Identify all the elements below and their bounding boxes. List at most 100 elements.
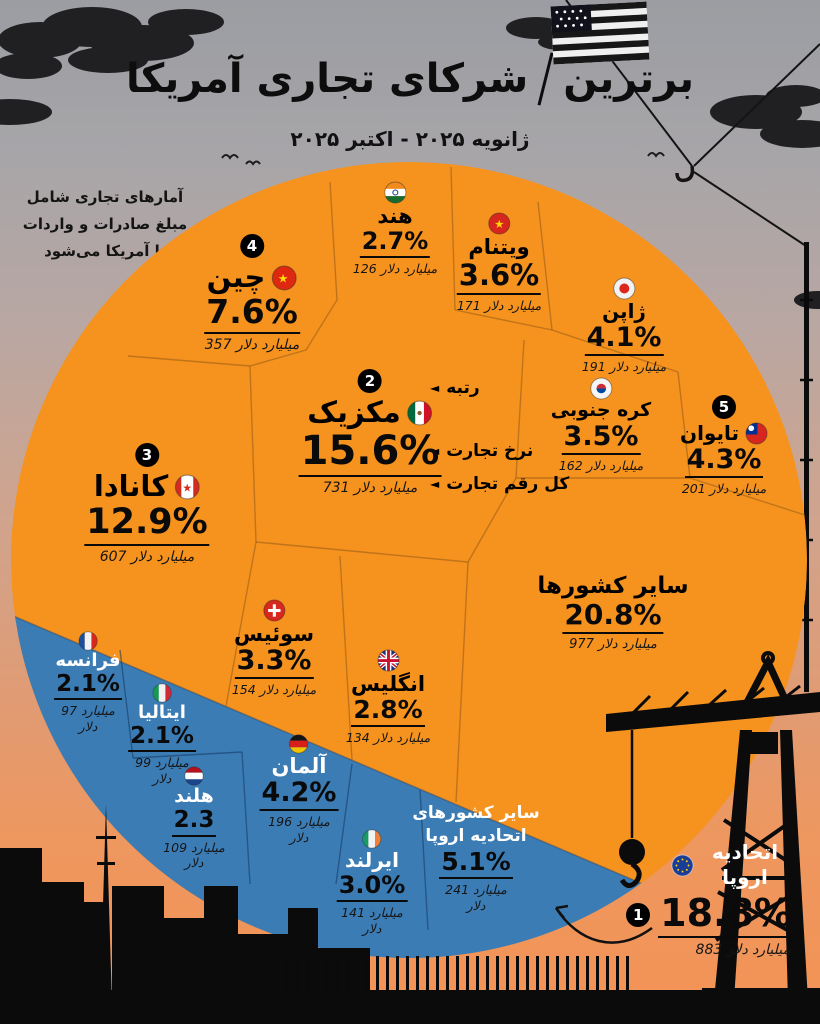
svg-text:★: ★ [494,217,504,231]
country-value: 171 میلیارد دلار [456,297,542,313]
country-value: 357 میلیارد دلار [204,337,300,354]
switzerland-flag-icon [262,599,286,622]
country-name: کره جنوبی [550,399,652,421]
country-value: 162 میلیارد دلار [558,458,644,474]
railing-silhouette [286,956,634,996]
country-name: ژاپن [602,299,646,323]
country-percent: 18.8% [658,892,794,938]
cell-other-countries: سایر کشورها 20.8% 977 میلیارد دلار [537,573,688,653]
country-value: 977 میلیارد دلار [569,636,657,652]
country-value: 883 میلیارد دلار [695,941,790,958]
country-value: 201 میلیارد دلار [681,481,767,497]
rank-badge: 5 [712,395,736,419]
cell-mexico: 2 مکزیک 15.6% 731 میلیارد دلار [298,369,442,498]
country-percent: 2.3 [171,807,217,837]
country-name: کانادا [93,469,169,503]
title-left: شرکای تجاری آمریکا [125,56,529,102]
date-range: ژانویه ۲۰۲۵ - اکتبر ۲۰۲۵ [290,127,530,151]
country-name: تایوان [680,421,739,445]
country-percent: 2.1% [54,671,122,701]
rank-badge: 1 [626,902,651,927]
cell-uk: انگلیس 2.8% 134 میلیارد دلار [344,649,432,746]
italy-flag-icon [152,683,172,703]
uk-flag-icon [376,649,400,672]
country-name: ویتنام [468,235,530,259]
country-value: 97 میلیارد دلار [61,703,115,735]
cell-switzerland: سوئیس 3.3% 154 میلیارد دلار [232,599,316,698]
country-percent: 5.1% [439,847,513,879]
rank-badge: 2 [358,369,382,393]
country-name: چین [206,260,266,294]
country-value: 141 میلیارد دلار [341,904,403,936]
birds-icon [221,152,665,166]
country-name: اتحادیه اروپا [711,840,779,889]
country-value: 241 میلیارد دلار [445,881,507,913]
rank-badge: 3 [135,443,159,467]
country-percent: 12.9% [84,503,210,546]
country-percent: 2.1% [128,723,196,753]
country-percent: 2.8% [351,696,425,728]
country-percent: 7.6% [204,293,300,335]
svg-text:★: ★ [182,481,192,494]
country-name: انگلیس [350,672,426,696]
south-korea-flag-icon [589,377,613,400]
country-name: سوئیس [234,622,314,646]
cell-france: فرانسه 2.1% 97 میلیارد دلار [54,631,122,735]
country-value: 607 میلیارد دلار [99,548,195,565]
cell-japan: ژاپن 4.1% 191 میلیارد دلار [582,277,666,375]
cell-south-korea: کره جنوبی 3.5% 162 میلیارد دلار [551,377,651,474]
country-name: سایر کشورهای اتحادیه اروپا [412,803,540,846]
country-percent: 3.6% [456,259,542,295]
country-value: 134 میلیارد دلار [345,730,431,746]
china-flag-icon: ★ [271,265,297,291]
country-value: 154 میلیارد دلار [231,682,317,698]
germany-flag-icon [289,734,309,754]
eu-flag-icon [671,853,694,877]
country-percent: 20.8% [562,599,664,634]
country-name: آلمان [271,754,327,778]
country-value: 126 میلیارد دلار [352,261,438,277]
country-percent: 2.7% [359,228,431,259]
country-value: 196 میلیارد دلار [268,814,330,845]
flagpole-divider [537,52,554,106]
taiwan-flag-icon [745,422,768,445]
cell-other-eu: سایر کشورهای اتحادیه اروپا 5.1% 241 میلی… [410,802,542,913]
cell-european-union: اتحادیه اروپا 1 18.8% 883 میلیارد دلار [626,840,794,959]
country-name: فرانسه [55,650,121,671]
legend-trade-rate: ◄ نرخ تجارت [430,441,534,461]
us-flag-icon [550,1,650,65]
japan-flag-icon [612,277,636,300]
netherlands-flag-icon [184,766,204,786]
country-value: 731 میلیارد دلار [322,480,418,497]
crane-hook-icon [675,165,695,183]
vietnam-flag-icon: ★ [487,212,511,235]
france-flag-icon [78,631,98,651]
country-name: ایتالیا [138,702,186,723]
country-percent: 3.0% [336,872,408,902]
country-percent: 4.1% [584,322,664,357]
canada-flag-icon: ★ [174,474,200,500]
country-value: 109 میلیارد دلار [163,839,225,871]
cell-taiwan: 5 تایوان 4.3% 201 میلیارد دلار [680,395,768,497]
country-name: سایر کشورها [537,573,689,599]
harbor-crane-silhouette [606,651,820,1024]
cell-india: هند 2.7% 126 میلیارد دلار [353,181,437,277]
country-percent: 4.2% [259,777,339,812]
methodology-note: آمارهای تجاری شامل مبلغ صادرات و واردات … [22,188,188,260]
mexico-flag-icon [407,400,433,426]
page-title: برترین شرکای تجاری آمریکا [0,52,820,106]
country-name: هلند [174,785,214,807]
country-percent: 15.6% [298,429,442,478]
right-mast-silhouette [800,242,813,692]
country-percent: 4.3% [684,444,764,479]
cell-ireland: ایرلند 3.0% 141 میلیارد دلار [336,829,408,936]
svg-text:★: ★ [278,271,289,285]
cell-netherlands: هلند 2.3 109 میلیارد دلار [163,766,225,871]
cell-germany: آلمان 4.2% 196 میلیارد دلار [259,734,339,846]
country-percent: 3.3% [234,645,314,680]
legend-total-trade: ◄ کل رقم تجارت [430,474,570,494]
ireland-flag-icon [362,829,382,849]
cell-canada: 3 ★ کانادا 12.9% 607 میلیارد دلار [84,443,210,566]
country-percent: 3.5% [561,421,641,456]
